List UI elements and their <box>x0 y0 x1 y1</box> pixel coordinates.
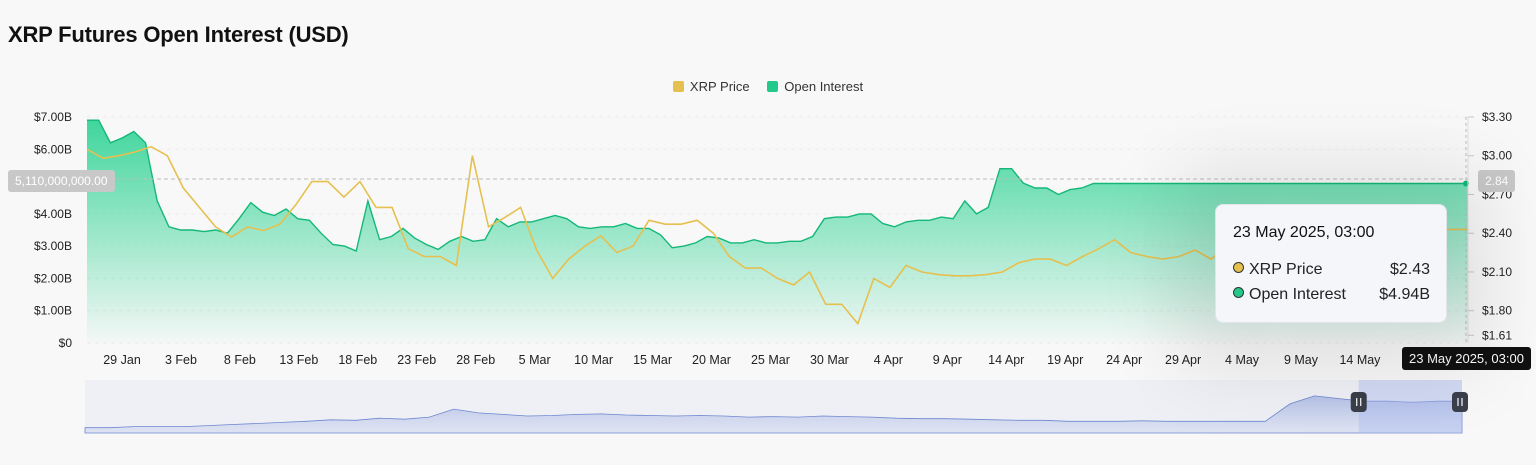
chart-tooltip: 23 May 2025, 03:00 XRP Price $2.43 Open … <box>1215 204 1447 323</box>
x-tick-label: 15 Mar <box>633 353 672 367</box>
x-tick-label: 13 Feb <box>279 353 318 367</box>
x-tick-label: 20 Mar <box>692 353 731 367</box>
x-tick-label: 14 May <box>1339 353 1381 367</box>
y-left-tick-label: $1.00B <box>34 304 72 318</box>
x-tick-label: 25 Mar <box>751 353 790 367</box>
chart-legend: XRP Price Open Interest <box>0 79 1536 94</box>
chart-title: XRP Futures Open Interest (USD) <box>8 22 349 47</box>
legend-swatch-xrp-price <box>672 81 684 92</box>
x-tick-label: 8 Feb <box>224 353 256 367</box>
y-left-tick-label: $3.00B <box>34 239 72 253</box>
overview-handle-left[interactable] <box>1350 392 1367 412</box>
crosshair-right-value: 2.84 <box>1478 170 1516 192</box>
x-tick-label: 10 Mar <box>574 353 613 367</box>
tooltip-value: $2.43 <box>1389 261 1430 278</box>
x-tick-label: 9 May <box>1284 353 1319 367</box>
y-right-tick-label: $3.00 <box>1482 149 1512 163</box>
y-right-tick-label: $1.61 <box>1482 328 1512 342</box>
tooltip-label: Open Interest <box>1249 286 1346 303</box>
x-tick-label: 5 Mar <box>519 353 551 367</box>
legend-item-xrp-price[interactable]: XRP Price <box>672 79 750 94</box>
open-interest-line <box>87 119 1468 252</box>
tooltip-date: 23 May 2025, 03:00 <box>1233 224 1375 241</box>
tooltip-label: XRP Price <box>1249 261 1323 278</box>
tooltip-row-open-interest: Open Interest $4.94B <box>1233 286 1430 304</box>
tooltip-row-xrp-price: XRP Price $2.43 <box>1233 261 1430 279</box>
y-left-tick-label: $0 <box>59 336 73 350</box>
legend-label: Open Interest <box>784 79 864 94</box>
y-left-tick-label: $2.00B <box>34 271 72 285</box>
crosshair-date-label: 23 May 2025, 03:00 <box>1402 347 1531 370</box>
x-tick-label: 29 Apr <box>1165 353 1201 367</box>
tooltip-dot-open-interest <box>1233 287 1244 298</box>
overview-handle-right[interactable] <box>1452 392 1468 412</box>
y-left-tick-label: $4.00B <box>34 207 72 221</box>
x-tick-label: 24 Apr <box>1106 353 1142 367</box>
x-tick-label: 14 Apr <box>988 353 1024 367</box>
y-right-tick-label: $2.10 <box>1482 265 1512 279</box>
y-right-tick-label: $2.40 <box>1482 226 1512 240</box>
tooltip-dot-xrp-price <box>1233 262 1244 273</box>
x-tick-label: 18 Feb <box>338 353 377 367</box>
tooltip-value: $4.94B <box>1379 286 1430 303</box>
overview-selection <box>1358 380 1462 433</box>
y-right-tick-label: $3.30 <box>1482 110 1512 124</box>
x-tick-label: 30 Mar <box>810 353 849 367</box>
crosshair-left-value: 5,110,000,000.00 <box>8 170 115 192</box>
legend-swatch-open-interest <box>767 81 779 92</box>
x-tick-label: 4 Apr <box>874 353 903 367</box>
x-tick-label: 9 Apr <box>933 353 962 367</box>
x-tick-label: 3 Feb <box>165 353 197 367</box>
x-tick-label: 4 May <box>1225 353 1260 367</box>
y-left-tick-label: $6.00B <box>34 142 72 156</box>
y-left-tick-label: $7.00B <box>34 110 72 124</box>
y-right-tick-label: $1.80 <box>1482 304 1512 318</box>
open-interest-area <box>87 120 1468 343</box>
legend-label: XRP Price <box>689 79 750 94</box>
x-tick-label: 23 Feb <box>397 353 436 367</box>
x-tick-label: 19 Apr <box>1047 353 1083 367</box>
x-tick-label: 28 Feb <box>456 353 495 367</box>
legend-item-open-interest[interactable]: Open Interest <box>767 79 863 94</box>
overview-series <box>84 395 1463 434</box>
x-tick-label: 29 Jan <box>103 353 141 367</box>
